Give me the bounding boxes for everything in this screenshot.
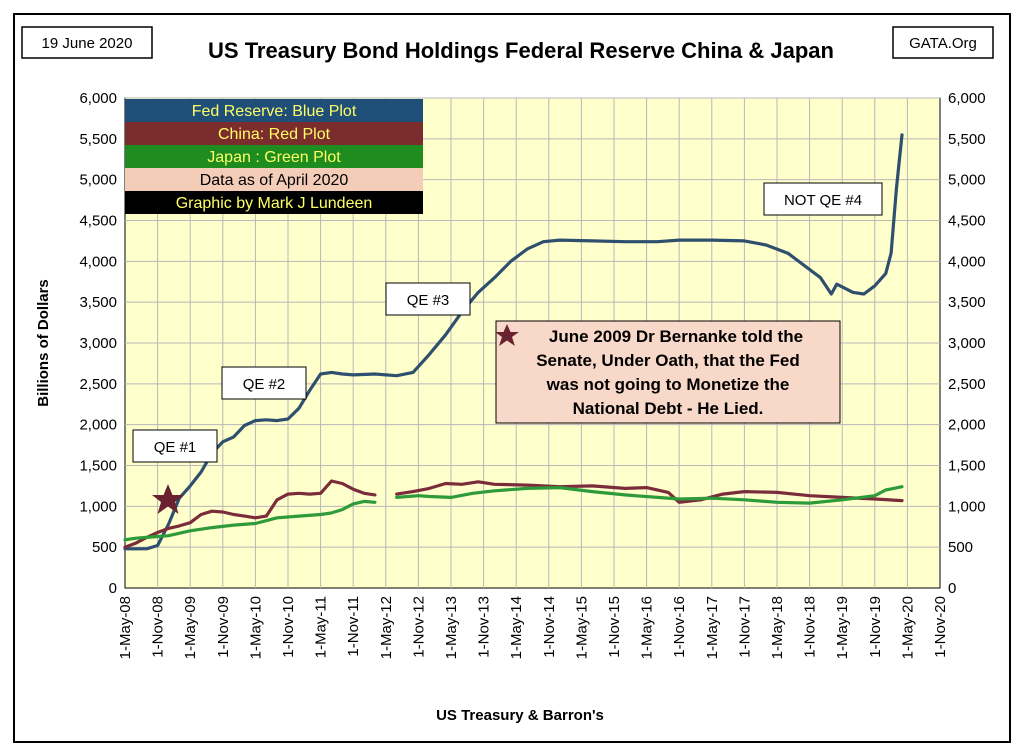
y-tick-label-right: 500	[948, 539, 973, 556]
bernanke-annotation-box	[495, 320, 841, 424]
x-tick-label: 1-May-17	[704, 596, 721, 659]
annotation-qe4: NOT QE #4	[784, 192, 862, 209]
x-tick-label: 1-May-20	[899, 596, 916, 659]
y-tick-labels: 0 0 500 500 1,000 1,000 1,500 1,500 2,000 2,000 2,…	[79, 90, 985, 597]
y-tick-label-right: 4,000	[948, 253, 986, 270]
y-tick-label-right: 2,500	[948, 376, 986, 393]
series-line-china	[123, 479, 904, 549]
star-marker-icon	[152, 484, 184, 514]
legend-text: Japan : Green Plot	[207, 149, 341, 166]
annotation-qe2-box	[221, 366, 307, 400]
legend-row	[125, 99, 423, 122]
series-line-japan	[123, 485, 904, 542]
y-tick-label-right: 5,500	[948, 131, 986, 148]
y-tick-label-left: 0	[109, 580, 117, 597]
x-tick-label: 1-May-08	[117, 596, 134, 659]
y-tick-label-right: 0	[948, 580, 956, 597]
series-lines	[123, 133, 904, 551]
x-tick-label: 1-Nov-17	[736, 596, 753, 658]
x-axis-label: US Treasury & Barron's	[436, 707, 604, 724]
source-label: GATA.Org	[909, 35, 977, 52]
y-tick-label-right: 5,000	[948, 172, 986, 189]
annotation-qe2: QE #2	[243, 376, 286, 393]
x-tick-label: 1-Nov-11	[345, 596, 362, 657]
x-tick-label: 1-Nov-18	[802, 596, 819, 658]
bernanke-line-2: Senate, Under Oath, that the Fed	[536, 351, 800, 370]
legend-row	[125, 191, 423, 214]
series-line-fed	[123, 133, 904, 551]
x-tick-label: 1-Nov-09	[215, 596, 232, 658]
x-tick-label: 1-Nov-20	[932, 596, 949, 658]
y-tick-label-left: 500	[92, 539, 117, 556]
annotation-qe1-box	[132, 429, 218, 463]
x-tick-label: 1-Nov-10	[280, 596, 297, 658]
x-tick-label: 1-May-16	[639, 596, 656, 659]
y-tick-label-left: 4,000	[79, 253, 117, 270]
y-tick-label-left: 1,000	[79, 498, 117, 515]
x-tick-label: 1-May-14	[508, 596, 525, 659]
bernanke-line-3: was not going to Monetize the	[546, 375, 790, 394]
date-label: 19 June 2020	[42, 35, 133, 52]
y-tick-label-left: 5,500	[79, 131, 117, 148]
legend-row	[125, 145, 423, 168]
legend-text: China: Red Plot	[218, 126, 331, 143]
date-badge	[21, 26, 153, 59]
legend-text: Fed Reserve: Blue Plot	[192, 103, 357, 120]
x-tick-label: 1-May-11	[313, 596, 330, 658]
x-tick-label: 1-May-13	[443, 596, 460, 659]
y-tick-label-left: 2,500	[79, 376, 117, 393]
annotation-qe1: QE #1	[154, 439, 197, 456]
y-tick-label-left: 5,000	[79, 172, 117, 189]
y-tick-label-left: 1,500	[79, 458, 117, 475]
x-tick-label: 1-Nov-13	[476, 596, 493, 658]
y-tick-label-right: 4,500	[948, 213, 986, 230]
legend-row	[125, 122, 423, 145]
y-tick-label-right: 3,000	[948, 335, 986, 352]
bernanke-line-1: June 2009 Dr Bernanke told the	[549, 327, 803, 346]
y-axis-label: Billions of Dollars	[35, 279, 52, 407]
legend-text: Graphic by Mark J Lundeen	[176, 195, 373, 212]
y-tick-label-right: 2,000	[948, 417, 986, 434]
y-tick-label-right: 3,500	[948, 294, 986, 311]
y-tick-label-left: 2,000	[79, 417, 117, 434]
x-tick-label: 1-May-10	[247, 596, 264, 659]
chart-title: US Treasury Bond Holdings Federal Reserv…	[208, 38, 834, 63]
bernanke-line-4: National Debt - He Lied.	[573, 399, 764, 418]
x-tick-label: 1-Nov-14	[541, 596, 558, 658]
legend: Fed Reserve: Blue Plot China: Red Plot Jap…	[125, 99, 423, 214]
x-tick-label: 1-May-12	[378, 596, 395, 659]
x-tick-label: 1-Nov-08	[150, 596, 167, 658]
x-tick-label: 1-Nov-15	[606, 596, 623, 658]
legend-text: Data as of April 2020	[200, 172, 349, 189]
x-tick-label: 1-Nov-12	[410, 596, 427, 658]
annotation-qe4-box	[763, 182, 883, 216]
annotation-qe3-box	[385, 282, 471, 316]
star-icon	[495, 324, 519, 346]
x-tick-label: 1-May-15	[573, 596, 590, 659]
x-tick-label: 1-May-18	[769, 596, 786, 659]
x-tick-label: 1-Nov-16	[671, 596, 688, 658]
y-tick-label-right: 1,000	[948, 498, 986, 515]
y-tick-label-right: 6,000	[948, 90, 986, 107]
source-badge	[892, 26, 994, 59]
y-tick-label-left: 3,000	[79, 335, 117, 352]
legend-row	[125, 168, 423, 191]
x-tick-label: 1-May-09	[182, 596, 199, 659]
y-tick-label-right: 1,500	[948, 458, 986, 475]
x-tick-label: 1-May-19	[834, 596, 851, 659]
annotation-qe3: QE #3	[407, 292, 450, 309]
x-tick-label: 1-Nov-19	[867, 596, 884, 658]
x-tick-labels: 1-May-08 1-Nov-08 1-May-09 1-Nov-09 1-May-10…	[117, 596, 949, 659]
y-tick-label-left: 4,500	[79, 213, 117, 230]
y-tick-label-left: 6,000	[79, 90, 117, 107]
y-tick-label-left: 3,500	[79, 294, 117, 311]
